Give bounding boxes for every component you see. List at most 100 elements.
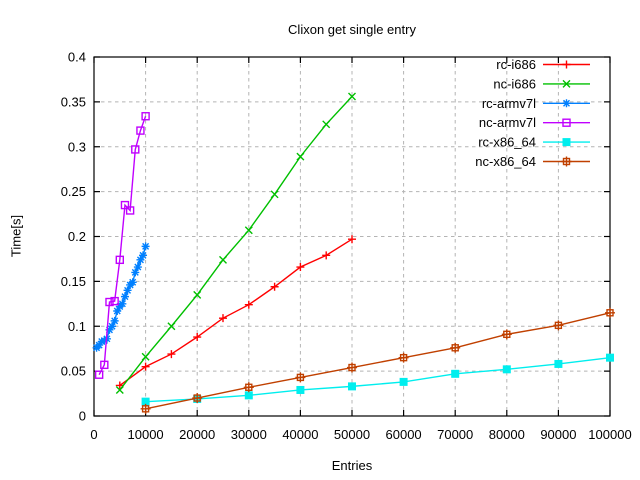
series-line (119, 96, 353, 391)
grid (94, 57, 610, 416)
marker-boxed-plus-box (296, 373, 305, 382)
x-tick-label: 100000 (588, 427, 631, 442)
marker-filled-square (296, 385, 305, 394)
marker-open-square (131, 145, 140, 154)
marker-open-square (105, 297, 114, 307)
marker-asterisk (131, 268, 140, 277)
marker-cross (193, 290, 202, 299)
marker-cross (167, 322, 176, 331)
series-rc-i686 (115, 235, 356, 390)
y-tick-label: 0.2 (68, 229, 86, 244)
marker-asterisk (128, 278, 137, 287)
marker-asterisk (120, 292, 129, 301)
y-tick-label: 0 (79, 409, 86, 424)
series-line (119, 238, 353, 387)
legend-label: nc-armv7l (479, 115, 536, 130)
legend-label: nc-i686 (493, 76, 536, 91)
marker-plus (562, 60, 571, 69)
marker-open-square (125, 206, 135, 215)
marker-plus (219, 314, 227, 323)
marker-plus (296, 263, 305, 272)
marker-boxed-plus-box (606, 309, 614, 317)
marker-filled-square (451, 369, 460, 378)
legend-entry-rc-i686: rc-i686 (496, 57, 590, 72)
x-tick-label: 30000 (231, 427, 267, 442)
marker-open-square (562, 118, 571, 127)
marker-plus (167, 350, 176, 359)
x-tick-label: 80000 (489, 427, 525, 442)
series-rc-armv7l (92, 242, 150, 352)
axis-ticks (93, 56, 611, 417)
marker-plus (193, 333, 202, 342)
x-tick-label: 90000 (540, 427, 576, 442)
marker-filled-square (399, 377, 408, 386)
marker-cross (348, 92, 356, 101)
marker-plus (270, 282, 279, 291)
x-tick-label: 20000 (179, 427, 215, 442)
marker-asterisk (133, 263, 142, 272)
y-tick-label: 0.3 (68, 139, 86, 154)
marker-filled-square (244, 391, 253, 400)
marker-asterisk (113, 306, 122, 315)
x-tick-label: 60000 (386, 427, 422, 442)
series-nc-x86_64 (140, 307, 615, 414)
marker-cross (219, 255, 227, 264)
series-nc-i686 (115, 92, 356, 394)
marker-open-square (136, 126, 145, 135)
legend: rc-i686 nc-i686 rc-armv7l nc-armv7l rc-x86_6… (475, 57, 590, 169)
marker-asterisk (95, 341, 104, 350)
legend-label: rc-armv7l (482, 96, 536, 111)
marker-boxed-plus-box (562, 157, 571, 166)
marker-asterisk (97, 337, 106, 346)
y-tick-label: 0.1 (68, 319, 86, 334)
marker-cross (296, 152, 305, 161)
x-tick-label: 10000 (128, 427, 164, 442)
y-tick-label: 0.35 (61, 94, 86, 109)
marker-cross (141, 352, 150, 361)
x-tick-label: 50000 (334, 427, 370, 442)
legend-entry-nc-armv7l: nc-armv7l (479, 115, 590, 130)
marker-plus (322, 251, 331, 260)
marker-boxed-plus-box (399, 353, 408, 362)
marker-plus (141, 362, 150, 371)
marker-boxed-plus-box (451, 344, 459, 352)
x-tick-label: 40000 (282, 427, 318, 442)
marker-open-square (100, 360, 109, 370)
marker-filled-square (554, 359, 563, 368)
marker-asterisk (139, 251, 148, 260)
marker-filled-square (562, 138, 571, 147)
legend-label: rc-i686 (496, 57, 536, 72)
marker-cross (322, 120, 331, 129)
marker-asterisk (136, 255, 145, 264)
marker-filled-square (141, 397, 150, 406)
x-tick-label: 70000 (437, 427, 473, 442)
legend-label: rc-x86_64 (478, 135, 536, 150)
marker-boxed-plus-box (503, 330, 511, 339)
marker-asterisk (141, 242, 150, 251)
marker-asterisk (105, 325, 114, 334)
y-tick-label: 0.05 (61, 364, 86, 379)
chart-title: Clixon get single entry (288, 22, 416, 37)
marker-filled-square (348, 382, 356, 391)
marker-filled-square (502, 365, 511, 374)
series-line (145, 356, 611, 403)
marker-cross (270, 190, 279, 199)
marker-open-square (120, 200, 130, 210)
marker-asterisk (562, 99, 571, 108)
marker-asterisk (110, 316, 119, 325)
legend-entry-nc-i686: nc-i686 (493, 76, 590, 91)
series-line (145, 312, 611, 410)
marker-open-square (110, 296, 119, 306)
marker-boxed-plus-box (245, 383, 253, 391)
legend-entry-rc-x86_64: rc-x86_64 (478, 135, 590, 150)
marker-boxed-plus-box (193, 394, 201, 402)
legend-entry-nc-x86_64: nc-x86_64 (475, 154, 590, 169)
legend-label: nc-x86_64 (475, 154, 536, 169)
marker-open-square (141, 112, 150, 121)
marker-cross (562, 79, 571, 88)
marker-asterisk (118, 299, 127, 308)
x-tick-label: 0 (90, 427, 97, 442)
series-rc-x86_64 (141, 353, 614, 406)
